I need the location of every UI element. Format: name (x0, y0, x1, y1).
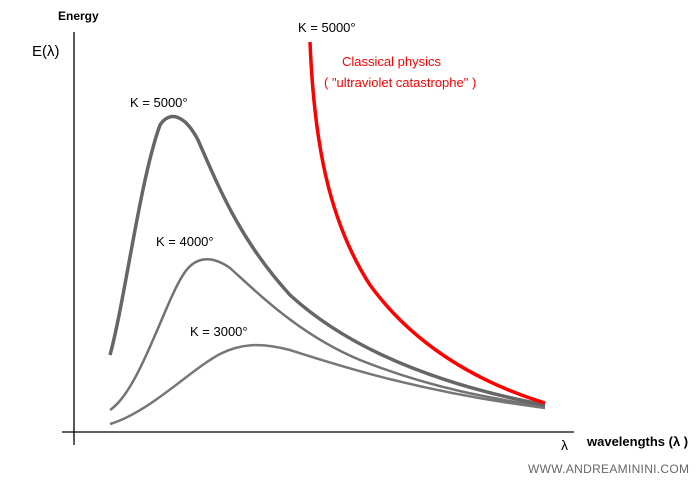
classical-title: Classical physics (342, 54, 441, 69)
classical-subtitle: ( "ultraviolet catastrophe" ) (324, 75, 477, 90)
curve-4000 (109, 258, 546, 412)
x-axis-symbol: λ (561, 437, 568, 453)
curve-3000 (109, 343, 546, 426)
label-classical-k: K = 5000° (298, 20, 356, 35)
y-axis-title: Energy (58, 9, 99, 23)
curve-5000 (108, 114, 546, 407)
label-k5000: K = 5000° (130, 95, 188, 110)
watermark: WWW.ANDREAMININI.COM (528, 462, 690, 476)
label-k4000: K = 4000° (156, 234, 214, 249)
label-k3000: K = 3000° (190, 324, 248, 339)
x-axis-title: wavelengths (λ ) (587, 434, 689, 449)
curve-classical (308, 41, 546, 405)
y-axis-label: E(λ) (32, 43, 60, 60)
